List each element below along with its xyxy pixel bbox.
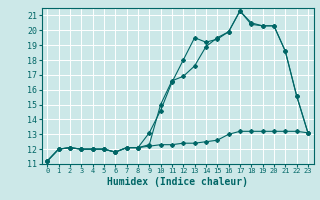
X-axis label: Humidex (Indice chaleur): Humidex (Indice chaleur): [107, 177, 248, 187]
